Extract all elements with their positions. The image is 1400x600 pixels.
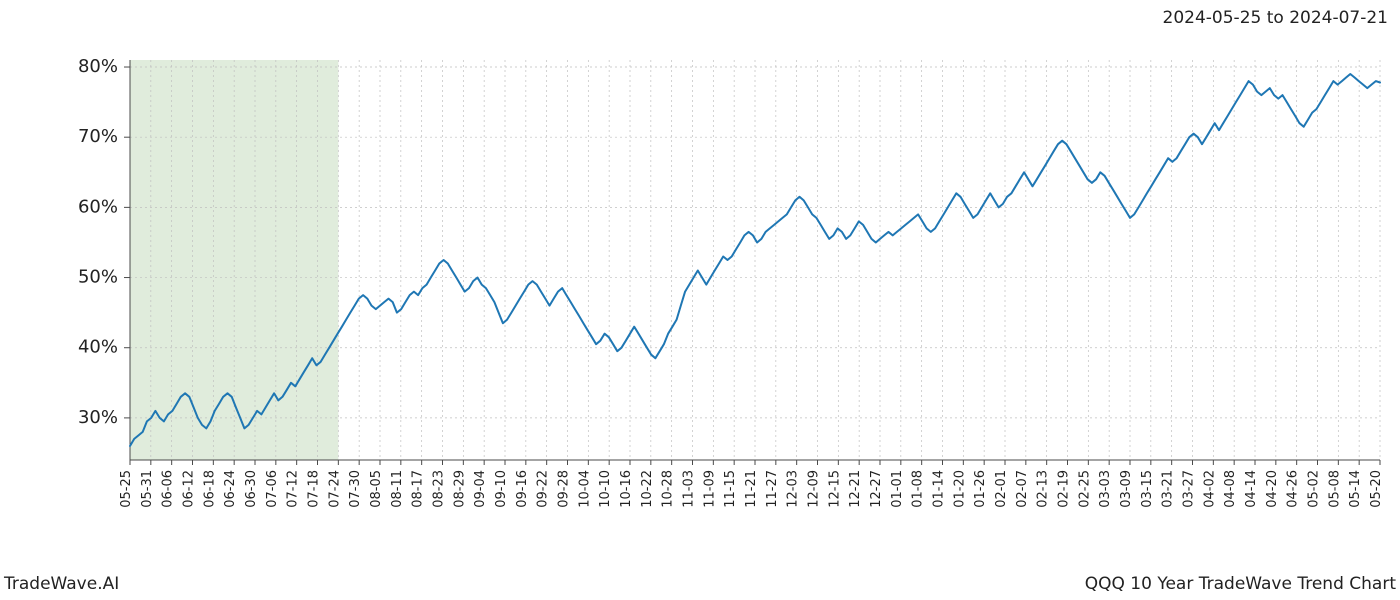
x-tick-label: 05-08 <box>1327 470 1342 508</box>
x-tick-label: 05-25 <box>119 470 134 508</box>
brand-label: TradeWave.AI <box>4 574 119 594</box>
x-tick-label: 01-14 <box>932 470 947 508</box>
x-tick-label: 02-01 <box>994 470 1009 508</box>
x-tick-label: 01-20 <box>952 470 967 508</box>
x-tick-label: 05-20 <box>1369 470 1384 508</box>
y-tick-label: 40% <box>78 337 118 358</box>
x-tick-label: 07-18 <box>307 470 322 508</box>
x-tick-label: 06-06 <box>161 470 176 508</box>
chart-title: QQQ 10 Year TradeWave Trend Chart <box>1085 574 1396 594</box>
x-tick-label: 03-15 <box>1140 470 1155 508</box>
x-tick-label: 11-03 <box>682 470 697 508</box>
x-tick-label: 04-14 <box>1244 470 1259 508</box>
gridlines <box>130 60 1380 460</box>
x-tick-label: 12-03 <box>786 470 801 508</box>
x-tick-label: 07-24 <box>327 470 342 508</box>
x-tick-label: 07-12 <box>286 470 301 508</box>
trend-chart: 30% 40% 50% 60% 70% 80% 05-25 05-31 06-06 06-12 06… <box>0 40 1400 540</box>
x-tick-label: 05-31 <box>140 470 155 508</box>
x-tick-label: 02-13 <box>1036 470 1051 508</box>
x-axis: 05-25 05-31 06-06 06-12 06-18 06-24 06-30 07-06… <box>119 460 1384 508</box>
x-tick-label: 08-05 <box>369 470 384 508</box>
x-tick-label: 12-21 <box>848 470 863 508</box>
x-tick-label: 03-27 <box>1182 470 1197 508</box>
x-tick-label: 08-29 <box>452 470 467 508</box>
x-tick-label: 03-09 <box>1119 470 1134 508</box>
y-tick-label: 60% <box>78 196 118 217</box>
x-tick-label: 07-30 <box>348 470 363 508</box>
x-tick-label: 10-10 <box>598 470 613 508</box>
x-tick-label: 06-24 <box>223 470 238 508</box>
x-tick-label: 07-06 <box>265 470 280 508</box>
y-tick-label: 30% <box>78 407 118 428</box>
x-tick-label: 12-15 <box>827 470 842 508</box>
x-tick-label: 05-14 <box>1348 470 1363 508</box>
x-tick-label: 08-17 <box>411 470 426 508</box>
x-tick-label: 11-15 <box>723 470 738 508</box>
x-tick-label: 10-16 <box>619 470 634 508</box>
x-tick-label: 11-21 <box>744 470 759 508</box>
x-tick-label: 09-10 <box>494 470 509 508</box>
x-tick-label: 03-21 <box>1161 470 1176 508</box>
x-tick-label: 11-09 <box>702 470 717 508</box>
x-tick-label: 04-02 <box>1202 470 1217 508</box>
x-tick-label: 03-03 <box>1098 470 1113 508</box>
x-tick-label: 06-12 <box>182 470 197 508</box>
x-tick-label: 02-19 <box>1057 470 1072 508</box>
x-tick-label: 01-01 <box>890 470 905 508</box>
x-tick-label: 08-11 <box>390 470 405 508</box>
x-tick-label: 06-30 <box>244 470 259 508</box>
y-tick-label: 80% <box>78 56 118 77</box>
x-tick-label: 12-09 <box>807 470 822 508</box>
x-tick-label: 06-18 <box>202 470 217 508</box>
y-axis: 30% 40% 50% 60% 70% 80% <box>78 56 130 428</box>
x-tick-label: 04-26 <box>1286 470 1301 508</box>
x-tick-label: 04-08 <box>1223 470 1238 508</box>
x-tick-label: 12-27 <box>869 470 884 508</box>
x-tick-label: 09-04 <box>473 470 488 508</box>
x-tick-label: 10-04 <box>577 470 592 508</box>
x-tick-label: 10-22 <box>640 470 655 508</box>
x-tick-label: 08-23 <box>432 470 447 508</box>
x-tick-label: 01-26 <box>973 470 988 508</box>
x-tick-label: 11-27 <box>765 470 780 508</box>
x-tick-label: 02-25 <box>1077 470 1092 508</box>
x-tick-label: 04-20 <box>1265 470 1280 508</box>
x-tick-label: 09-16 <box>515 470 530 508</box>
x-tick-label: 09-28 <box>557 470 572 508</box>
y-tick-label: 50% <box>78 267 118 288</box>
y-tick-label: 70% <box>78 126 118 147</box>
x-tick-label: 10-28 <box>661 470 676 508</box>
x-tick-label: 02-07 <box>1015 470 1030 508</box>
x-tick-label: 09-22 <box>536 470 551 508</box>
date-range-label: 2024-05-25 to 2024-07-21 <box>1163 8 1388 28</box>
x-tick-label: 01-08 <box>911 470 926 508</box>
chart-svg: 30% 40% 50% 60% 70% 80% 05-25 05-31 06-06 06-12 06… <box>0 40 1400 540</box>
x-tick-label: 05-02 <box>1307 470 1322 508</box>
